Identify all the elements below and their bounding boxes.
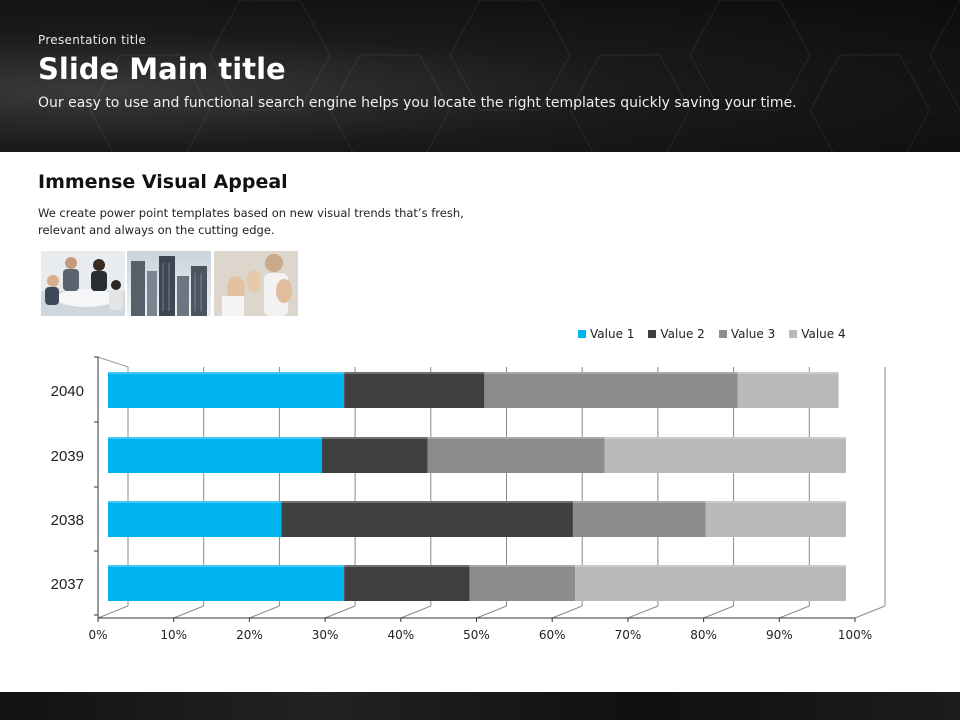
legend-item-2: Value 2	[648, 327, 705, 341]
bar-2038-series-3	[572, 501, 706, 537]
grid-floor-line	[400, 605, 431, 619]
legend-label: Value 1	[590, 327, 635, 341]
bar-highlight	[575, 565, 846, 567]
grid-floor-line	[249, 605, 280, 619]
bar-highlight	[108, 372, 345, 374]
chart-legend: Value 1 Value 2 Value 3 Value 4	[578, 327, 846, 341]
x-tick-label: 10%	[160, 628, 187, 642]
slide-main-title: Slide Main title	[38, 52, 286, 86]
hex-pattern-background	[89, 0, 960, 152]
bar-2040-series-1	[108, 372, 345, 408]
stacked-bar-chart: 2040 2039 2038 2037 0% 10% 20% 30% 40% 50% 60% 70% 8…	[51, 356, 886, 642]
bar-2037-series-2	[344, 565, 470, 601]
section-title: Immense Visual Appeal	[38, 171, 288, 193]
bar-highlight	[737, 372, 839, 374]
legend-label: Value 4	[801, 327, 846, 341]
legend-swatch	[648, 330, 657, 338]
footer-bar	[0, 692, 960, 720]
legend-item-1: Value 1	[578, 327, 634, 341]
bar-2039-series-3	[427, 437, 605, 473]
grid-floor-line	[476, 605, 507, 619]
grid-floor-line	[779, 605, 810, 619]
bar-highlight	[322, 437, 428, 439]
bar-highlight	[344, 565, 470, 567]
bar-2040-series-4	[737, 372, 839, 408]
bar-2037-series-1	[108, 565, 345, 601]
legend-swatch	[718, 330, 727, 338]
bar-highlight	[469, 565, 576, 567]
grid-floor-line	[627, 605, 659, 619]
grid-floor-line	[854, 605, 886, 619]
bar-highlight	[572, 501, 706, 503]
y-tick-label: 2038	[51, 512, 84, 529]
bar-highlight	[484, 372, 738, 374]
applause-photo	[214, 251, 298, 316]
header-banner: Presentation title Slide Main title Our …	[0, 0, 960, 152]
x-tick-label: 90%	[766, 628, 793, 642]
legend-label: Value 2	[660, 327, 705, 341]
bar-2037-series-3	[469, 565, 576, 601]
bar-highlight	[108, 501, 282, 503]
x-tick-label: 30%	[312, 628, 339, 642]
grid-floor-line	[324, 605, 356, 619]
x-tick-label: 70%	[615, 628, 642, 642]
section-body-text: We create power point templates based on…	[38, 206, 464, 237]
bar-2037-series-4	[575, 565, 846, 601]
bar-highlight	[281, 501, 573, 503]
y-tick-label: 2039	[51, 448, 84, 465]
bar-highlight	[705, 501, 846, 503]
x-tick-label: 60%	[539, 628, 566, 642]
x-tick-label: 20%	[236, 628, 263, 642]
bar-2038-series-4	[705, 501, 846, 537]
legend-label: Value 3	[730, 327, 776, 341]
bar-2040-series-2	[344, 372, 485, 408]
team-meeting-photo	[41, 251, 125, 316]
x-tick-label: 100%	[838, 628, 872, 642]
presentation-title: Presentation title	[38, 33, 147, 47]
slide-subtitle: Our easy to use and functional search en…	[38, 95, 797, 111]
bar-highlight	[427, 437, 605, 439]
x-tick-label: 40%	[387, 628, 414, 642]
bar-highlight	[344, 372, 485, 374]
grid-floor-line	[703, 605, 734, 619]
legend-swatch	[578, 330, 586, 338]
bar-2039-series-2	[322, 437, 428, 473]
bar-highlight	[604, 437, 846, 439]
x-tick-label: 0%	[88, 628, 107, 642]
x-tick-label: 80%	[690, 628, 717, 642]
bar-2040-series-3	[484, 372, 738, 408]
bar-highlight	[108, 565, 345, 567]
grid-floor-line	[552, 605, 583, 619]
grid-floor-line	[97, 605, 129, 619]
y-tick-label: 2037	[51, 576, 84, 593]
legend-swatch	[789, 330, 798, 338]
bar-2038-series-1	[108, 501, 282, 537]
skyscrapers-photo	[127, 251, 211, 316]
y-tick-label: 2040	[51, 383, 84, 400]
bar-2039-series-4	[604, 437, 846, 473]
bar-2039-series-1	[108, 437, 323, 473]
legend-item-4: Value 4	[789, 327, 846, 341]
bar-2038-series-2	[281, 501, 573, 537]
x-tick-label: 50%	[463, 628, 490, 642]
legend-item-3: Value 3	[718, 327, 776, 341]
grid-floor-line	[173, 605, 204, 619]
axis-depth-line	[97, 356, 129, 368]
bar-highlight	[108, 437, 323, 439]
